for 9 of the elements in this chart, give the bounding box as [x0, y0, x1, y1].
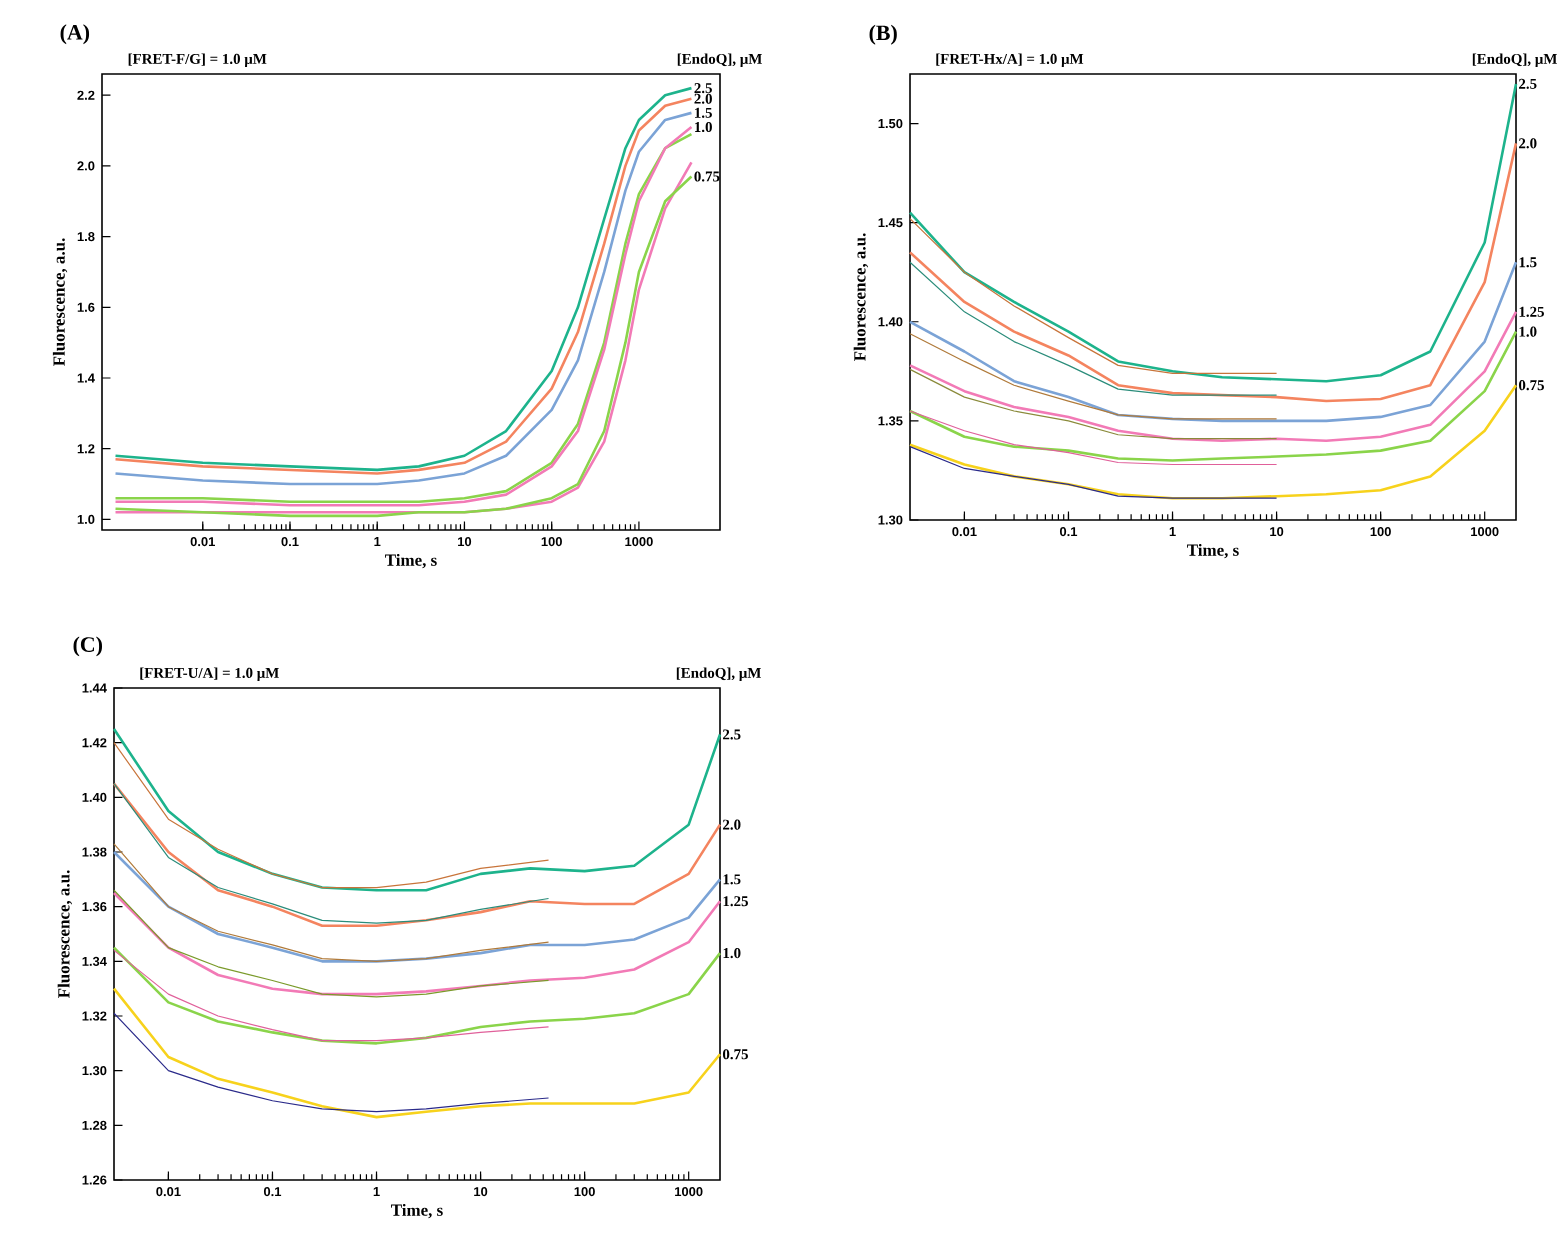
x-axis-title: Time, s	[391, 1203, 443, 1219]
y-axis-title: Fluorescence, a.u.	[853, 233, 869, 361]
y-axis-title: Fluorescence, a.u.	[52, 238, 68, 366]
x-axis-title: Time, s	[1187, 543, 1239, 559]
y-axis-title: Fluorescence, a.u.	[57, 870, 73, 998]
chart-title: (B)	[869, 24, 897, 45]
chart-title: (A)	[60, 24, 90, 45]
x-axis-title: Time, s	[385, 553, 437, 569]
chart-title: (C)	[73, 636, 103, 657]
